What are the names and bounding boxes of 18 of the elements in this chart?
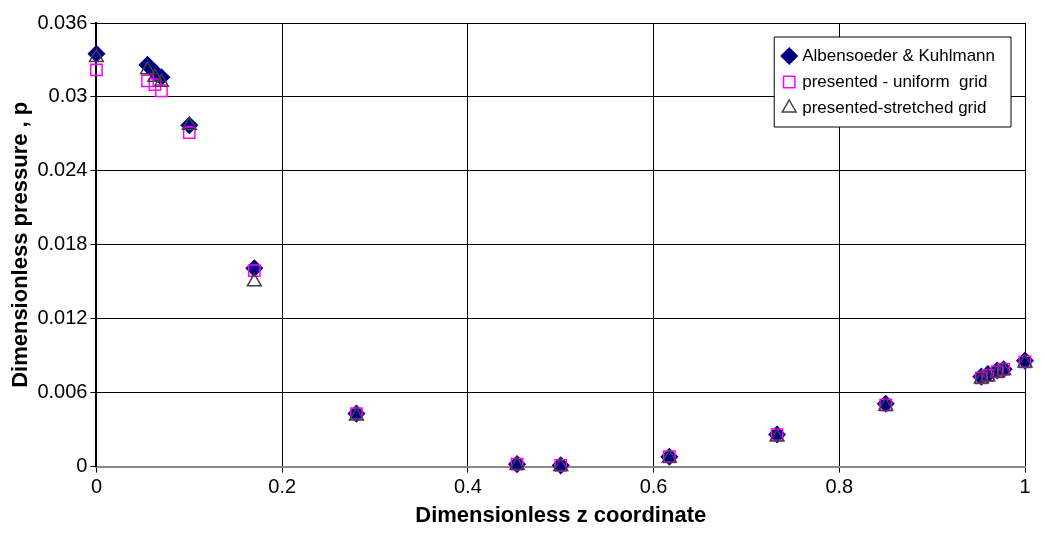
y-axis-title: Dimensionless pressure , p — [7, 101, 33, 388]
y-tick-label: 0.024 — [37, 158, 88, 181]
y-tick-label: 0.036 — [37, 10, 88, 33]
legend-label: Albensoeder & Kuhlmann — [802, 45, 995, 65]
x-tick-label: 0.4 — [453, 475, 482, 498]
legend-label: presented-stretched grid — [802, 97, 987, 117]
y-tick-label: 0.012 — [37, 306, 88, 329]
y-tick-label: 0.018 — [37, 232, 88, 255]
y-tick-label: 0.006 — [37, 380, 88, 403]
x-tick-label: 0.8 — [825, 475, 854, 498]
x-axis-title: Dimensionless z coordinate — [415, 501, 707, 527]
y-tick-label: 0.03 — [48, 84, 88, 107]
legend-label: presented - uniform grid — [802, 71, 988, 91]
y-tick-label: 0 — [76, 454, 88, 477]
x-tick-label: 0.6 — [639, 475, 668, 498]
x-tick-label: 1 — [1019, 475, 1031, 498]
x-tick-label: 0 — [90, 475, 103, 498]
x-tick-label: 0.2 — [268, 475, 297, 498]
